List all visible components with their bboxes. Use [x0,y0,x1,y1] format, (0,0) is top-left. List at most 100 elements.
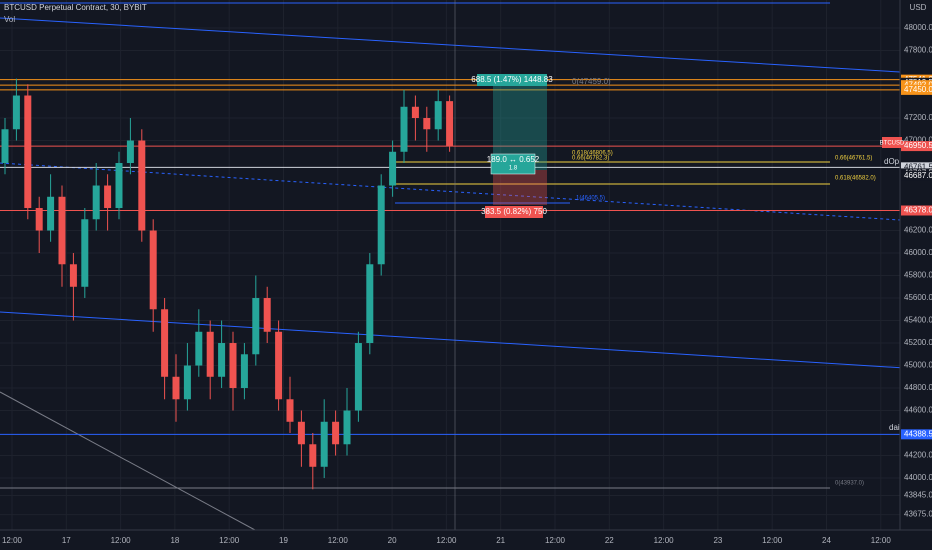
x-tick-label: 19 [279,536,288,545]
candle-body [309,444,317,467]
y-tick-label: 45000.0 [904,361,932,370]
level-tag [901,205,932,216]
candle-body [423,118,431,130]
candle-body [206,331,214,377]
candle-body [446,101,454,147]
candle-body [138,140,146,231]
candle-body [400,106,408,152]
x-tick-label: 22 [605,536,614,545]
candles [1,78,454,490]
fib-label: 0.66(46761.5) [835,156,872,162]
candle-body [115,163,123,209]
y-tick-label: 44200.0 [904,451,932,460]
candle-body [126,140,134,164]
x-tick-label: 12:00 [111,536,132,545]
x-tick-label: 12:00 [654,536,675,545]
candle-body [377,185,385,265]
candle-body [12,95,20,130]
loss-label: 383.5 (0.82%) 750 [481,207,547,216]
y-tick-label: 48000.0 [904,23,932,32]
trendline [0,391,256,531]
x-tick-label: 12:00 [545,536,566,545]
y-tick-label: 46200.0 [904,226,932,235]
level-tag [901,429,932,440]
candle-body [343,410,351,445]
candle-body [229,343,237,389]
fib-label: 0.66(46782.3) [572,156,609,162]
level-label: 47450.0 [904,85,932,94]
ratio-box [490,153,536,175]
trendline [0,311,906,369]
header-title: BTCUSD Perpetual Contract, 30, BYBIT [4,3,147,12]
y-tick-label: 45600.0 [904,293,932,302]
candle-body [366,264,374,344]
candle-body [332,421,340,445]
x-tick-label: 12:00 [871,536,892,545]
candle-body [297,421,305,445]
x-tick-label: 17 [62,536,71,545]
x-tick-label: 12:00 [436,536,457,545]
candle-body [69,264,77,287]
y-tick-label: 45200.0 [904,338,932,347]
y-tick-label: 44800.0 [904,383,932,392]
level-tag [901,141,932,152]
ratio-sub: 1.8 [509,166,518,172]
y-tick-label: 47200.0 [904,113,932,122]
loss-label-box [485,206,543,218]
x-tick-label: 18 [170,536,179,545]
trendline [0,17,901,73]
y-tick-label: 46000.0 [904,248,932,257]
y-tick-label: 45400.0 [904,316,932,325]
x-tick-label: 21 [496,536,505,545]
level-label: 46378.0 [904,206,932,215]
profit-label-box [477,74,547,86]
level-label: 47492.0 [904,80,932,89]
candle-body [24,95,32,209]
x-tick-label: 12:00 [328,536,349,545]
candle-body [92,185,100,220]
axis-labels: 48000.0 47800.0 47200.0 47000.0 46200.0 46000… [2,23,932,545]
loss-zone [493,170,547,205]
y-tick-label: 47800.0 [904,46,932,55]
candle-body [240,354,248,389]
y-tick-label: 43675.0 [904,510,932,519]
x-tick-label: 23 [713,536,722,545]
dopen-label: dOpen [884,157,908,166]
candle-body [218,343,226,377]
y-tick-label: 45800.0 [904,271,932,280]
candle-body [104,185,112,209]
x-tick-label: 12:00 [762,536,783,545]
candle-body [183,365,191,400]
candle-body [195,331,203,366]
currency: USD [910,3,927,12]
candle-body [252,298,260,355]
x-tick-label: 12:00 [219,536,240,545]
y-tick-label: 44000.0 [904,473,932,482]
candle-body [434,101,442,130]
candle-body [1,129,9,164]
fib-label: 0(43937.0) [835,481,864,487]
level-tag [901,162,932,173]
level-tag [901,84,932,95]
level-label: 46950.5 [904,141,932,150]
candle-body [172,376,180,400]
daily-label: daily [889,423,905,432]
y-tick-label: 43845.0 [904,491,932,500]
candle-body [275,331,283,400]
level-label: 46687.0 [904,171,932,180]
x-tick-label: 20 [388,536,397,545]
y-tick-label: 47000.0 [904,136,932,145]
fib-label: 0(47459.0) [572,77,611,86]
x-tick-label: 24 [822,536,831,545]
level-label: 46761.5 [904,162,932,171]
candle-body [411,106,419,119]
symbol-tag [882,137,902,148]
fib-label: 0.618(46582.0) [835,176,876,182]
y-tick-label: 44600.0 [904,406,932,415]
profit-label: 688.5 (1.47%) 1448.83 [471,75,553,84]
candle-body [58,196,66,265]
indicator-label: Vol [4,15,15,24]
candle-body [354,343,362,411]
candle-body [161,309,169,377]
